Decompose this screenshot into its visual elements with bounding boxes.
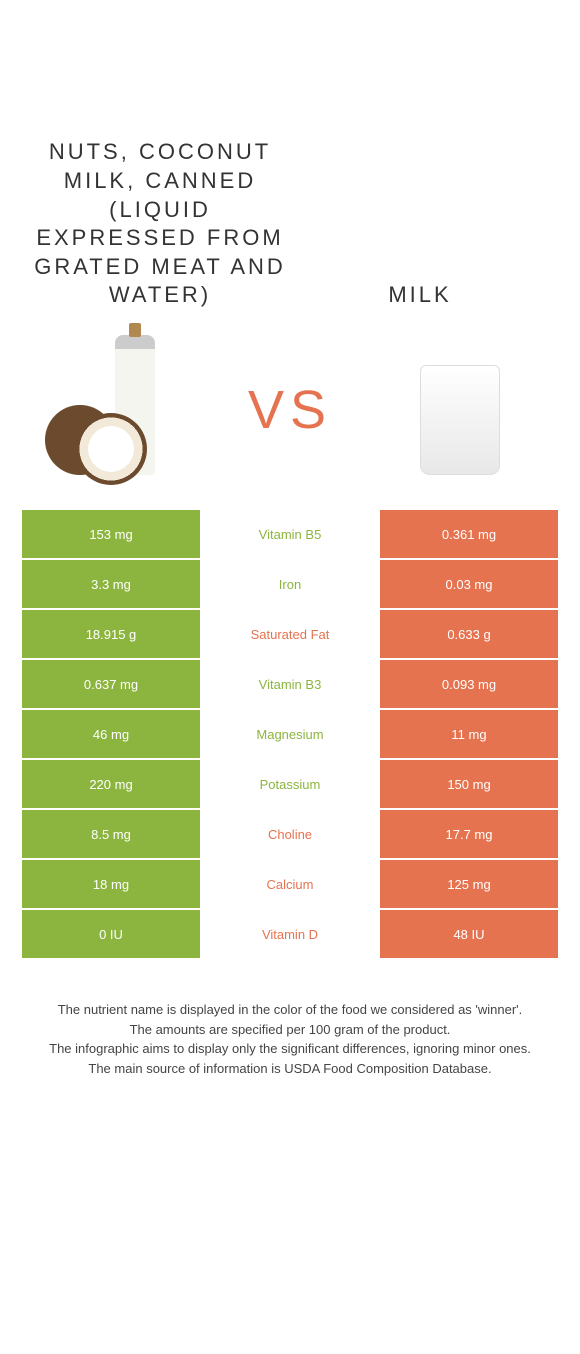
left-food-image — [40, 330, 200, 490]
footnote-line: The amounts are specified per 100 gram o… — [30, 1020, 550, 1040]
footnote-line: The infographic aims to display only the… — [30, 1039, 550, 1059]
nutrient-name-cell: Choline — [200, 810, 380, 858]
table-row: 46 mgMagnesium11 mg — [22, 710, 558, 758]
right-value-cell: 150 mg — [380, 760, 558, 808]
right-value-cell: 0.633 g — [380, 610, 558, 658]
nutrient-name-cell: Magnesium — [200, 710, 380, 758]
table-row: 0 IUVitamin D48 IU — [22, 910, 558, 958]
nutrient-name-cell: Potassium — [200, 760, 380, 808]
milk-glass-icon — [390, 335, 530, 485]
coconut-milk-icon — [45, 335, 195, 485]
left-value-cell: 8.5 mg — [22, 810, 200, 858]
right-value-cell: 125 mg — [380, 860, 558, 908]
footnote-line: The main source of information is USDA F… — [30, 1059, 550, 1079]
nutrient-name-cell: Vitamin D — [200, 910, 380, 958]
nutrient-table: 153 mgVitamin B50.361 mg3.3 mgIron0.03 m… — [0, 500, 580, 960]
table-row: 220 mgPotassium150 mg — [22, 760, 558, 808]
right-title-col: Milk — [290, 281, 550, 310]
table-row: 0.637 mgVitamin B30.093 mg — [22, 660, 558, 708]
nutrient-name-cell: Vitamin B3 — [200, 660, 380, 708]
right-value-cell: 17.7 mg — [380, 810, 558, 858]
nutrient-name-cell: Saturated Fat — [200, 610, 380, 658]
left-value-cell: 0.637 mg — [22, 660, 200, 708]
nutrient-name-cell: Calcium — [200, 860, 380, 908]
nutrient-name-cell: Iron — [200, 560, 380, 608]
title-row: Nuts, coconut milk, canned (liquid expre… — [0, 0, 580, 320]
right-value-cell: 0.093 mg — [380, 660, 558, 708]
right-food-image — [380, 330, 540, 490]
right-value-cell: 0.03 mg — [380, 560, 558, 608]
table-row: 18 mgCalcium125 mg — [22, 860, 558, 908]
right-food-title: Milk — [290, 281, 550, 310]
table-row: 153 mgVitamin B50.361 mg — [22, 510, 558, 558]
table-row: 8.5 mgCholine17.7 mg — [22, 810, 558, 858]
table-row: 3.3 mgIron0.03 mg — [22, 560, 558, 608]
vs-label: VS — [248, 379, 332, 441]
left-value-cell: 153 mg — [22, 510, 200, 558]
left-title-col: Nuts, coconut milk, canned (liquid expre… — [30, 138, 290, 310]
left-value-cell: 18.915 g — [22, 610, 200, 658]
footnotes: The nutrient name is displayed in the co… — [0, 960, 580, 1078]
left-value-cell: 0 IU — [22, 910, 200, 958]
table-row: 18.915 gSaturated Fat0.633 g — [22, 610, 558, 658]
footnote-line: The nutrient name is displayed in the co… — [30, 1000, 550, 1020]
left-value-cell: 46 mg — [22, 710, 200, 758]
left-value-cell: 220 mg — [22, 760, 200, 808]
left-value-cell: 3.3 mg — [22, 560, 200, 608]
right-value-cell: 0.361 mg — [380, 510, 558, 558]
nutrient-name-cell: Vitamin B5 — [200, 510, 380, 558]
infographic-container: Nuts, coconut milk, canned (liquid expre… — [0, 0, 580, 1354]
vs-row: VS — [0, 320, 580, 500]
left-food-title: Nuts, coconut milk, canned (liquid expre… — [30, 138, 290, 310]
right-value-cell: 11 mg — [380, 710, 558, 758]
left-value-cell: 18 mg — [22, 860, 200, 908]
right-value-cell: 48 IU — [380, 910, 558, 958]
